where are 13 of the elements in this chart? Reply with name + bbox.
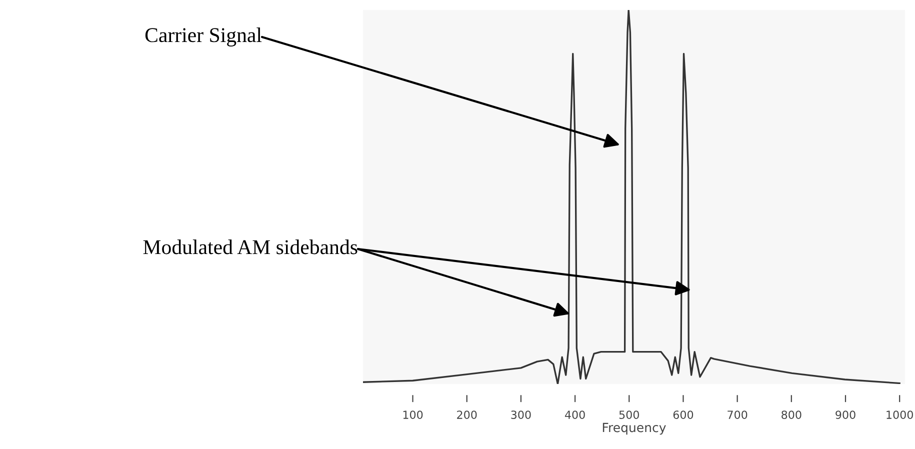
text: Modulated AM sidebands	[143, 240, 358, 254]
x-tick-label: 1000	[886, 410, 913, 419]
x-tick-label: 200	[457, 410, 477, 419]
x-tick-label: 700	[728, 410, 748, 419]
x-tick-label: 400	[564, 410, 585, 419]
x-tick-label: 900	[836, 410, 856, 419]
x-axis-title: Frequency	[602, 422, 666, 435]
x-tick-label: 800	[782, 410, 802, 419]
x-tick-label: 300	[511, 410, 531, 419]
x-tick-label: 500	[619, 410, 639, 419]
x-tick-label: 100	[403, 410, 423, 419]
x-tick-label: 600	[673, 410, 694, 419]
text: Carrier Signal	[145, 28, 262, 46]
